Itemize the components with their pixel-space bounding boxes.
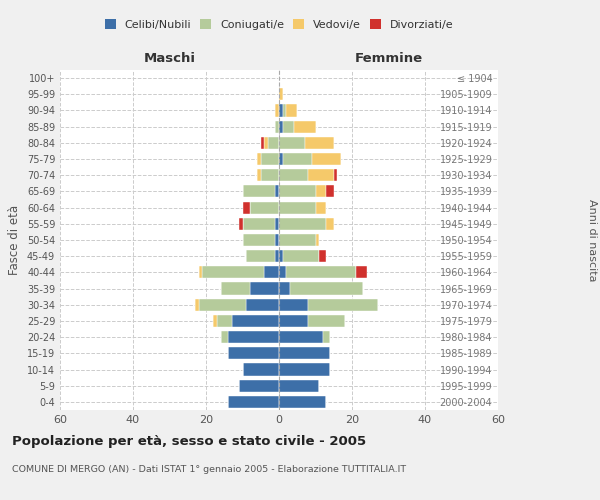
- Bar: [279, 396, 326, 408]
- Bar: [279, 120, 283, 132]
- Text: Anni di nascita: Anni di nascita: [587, 198, 597, 281]
- Bar: [356, 266, 367, 278]
- Bar: [246, 250, 275, 262]
- Bar: [275, 250, 279, 262]
- Bar: [239, 380, 279, 392]
- Bar: [305, 137, 334, 149]
- Bar: [214, 315, 217, 327]
- Bar: [228, 331, 279, 343]
- Bar: [279, 234, 316, 246]
- Bar: [279, 88, 283, 101]
- Bar: [242, 364, 279, 376]
- Bar: [242, 234, 275, 246]
- Bar: [246, 298, 279, 311]
- Text: COMUNE DI MERGO (AN) - Dati ISTAT 1° gennaio 2005 - Elaborazione TUTTITALIA.IT: COMUNE DI MERGO (AN) - Dati ISTAT 1° gen…: [12, 465, 406, 474]
- Bar: [261, 169, 279, 181]
- Bar: [319, 250, 326, 262]
- Bar: [228, 396, 279, 408]
- Bar: [308, 315, 344, 327]
- Bar: [283, 104, 286, 117]
- Bar: [279, 104, 283, 117]
- Bar: [293, 120, 316, 132]
- Bar: [275, 120, 279, 132]
- Bar: [283, 153, 312, 165]
- Bar: [242, 202, 250, 213]
- Bar: [279, 282, 290, 294]
- Bar: [202, 266, 265, 278]
- Bar: [250, 282, 279, 294]
- Bar: [316, 202, 326, 213]
- Text: Popolazione per età, sesso e stato civile - 2005: Popolazione per età, sesso e stato civil…: [12, 435, 366, 448]
- Bar: [308, 169, 334, 181]
- Text: Femmine: Femmine: [355, 52, 422, 65]
- Bar: [217, 315, 232, 327]
- Bar: [250, 202, 279, 213]
- Bar: [283, 120, 293, 132]
- Bar: [279, 315, 308, 327]
- Bar: [312, 153, 341, 165]
- Bar: [275, 104, 279, 117]
- Bar: [275, 186, 279, 198]
- Bar: [286, 104, 297, 117]
- Bar: [279, 364, 330, 376]
- Bar: [316, 186, 326, 198]
- Bar: [279, 331, 323, 343]
- Bar: [279, 169, 308, 181]
- Bar: [239, 218, 242, 230]
- Bar: [242, 186, 275, 198]
- Bar: [257, 169, 261, 181]
- Bar: [279, 250, 283, 262]
- Bar: [265, 137, 268, 149]
- Bar: [279, 137, 305, 149]
- Bar: [242, 218, 275, 230]
- Bar: [279, 298, 308, 311]
- Bar: [286, 266, 356, 278]
- Bar: [199, 266, 202, 278]
- Bar: [195, 298, 199, 311]
- Bar: [265, 266, 279, 278]
- Bar: [275, 218, 279, 230]
- Bar: [283, 250, 319, 262]
- Bar: [221, 331, 228, 343]
- Bar: [199, 298, 246, 311]
- Bar: [326, 218, 334, 230]
- Bar: [257, 153, 261, 165]
- Bar: [232, 315, 279, 327]
- Bar: [275, 234, 279, 246]
- Bar: [221, 282, 250, 294]
- Bar: [261, 137, 265, 149]
- Bar: [290, 282, 363, 294]
- Bar: [279, 266, 286, 278]
- Bar: [316, 234, 319, 246]
- Bar: [279, 348, 330, 360]
- Bar: [308, 298, 377, 311]
- Legend: Celibi/Nubili, Coniugati/e, Vedovi/e, Divorziati/e: Celibi/Nubili, Coniugati/e, Vedovi/e, Di…: [100, 14, 458, 34]
- Text: Maschi: Maschi: [143, 52, 196, 65]
- Bar: [279, 218, 326, 230]
- Bar: [268, 137, 279, 149]
- Bar: [279, 380, 319, 392]
- Bar: [279, 186, 316, 198]
- Bar: [279, 202, 316, 213]
- Bar: [228, 348, 279, 360]
- Y-axis label: Fasce di età: Fasce di età: [8, 205, 21, 275]
- Bar: [326, 186, 334, 198]
- Bar: [261, 153, 279, 165]
- Bar: [279, 153, 283, 165]
- Bar: [334, 169, 337, 181]
- Bar: [323, 331, 330, 343]
